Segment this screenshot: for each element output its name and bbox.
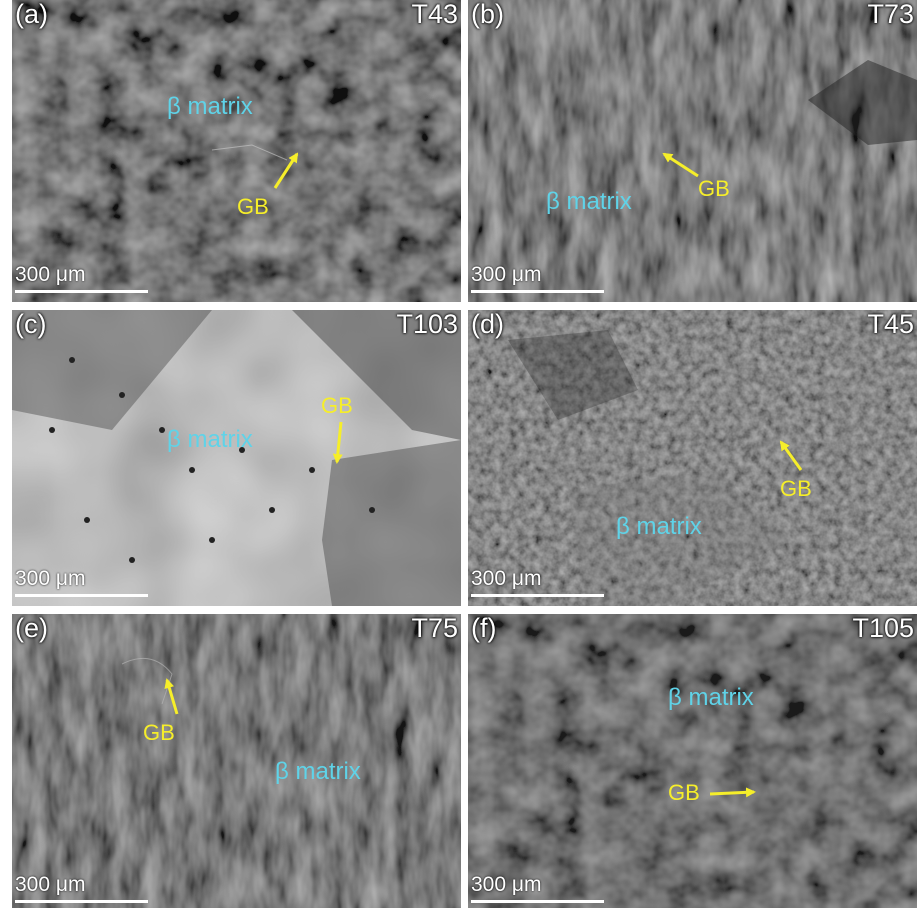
gb-label: GB: [143, 720, 175, 745]
scale-bar-text: 300 μm: [471, 263, 542, 286]
sample-label: T73: [867, 0, 914, 29]
scale-bar: [471, 900, 604, 903]
scale-bar-text: 300 μm: [15, 873, 86, 896]
beta-matrix-label: β matrix: [275, 758, 361, 785]
gb-arrow-icon: [332, 421, 343, 464]
micrograph-d: [468, 310, 917, 606]
micrograph-f: [468, 614, 917, 908]
micrograph-a: [12, 0, 461, 302]
panel-label: (b): [471, 0, 504, 29]
gb-arrow-icon: [164, 678, 179, 715]
scale-bar: [471, 290, 604, 293]
sample-label: T103: [396, 310, 458, 339]
panel-d: (d) T45 GB β matrix 300 μm: [468, 310, 917, 606]
panel-f: (f) T105 β matrix GB 300 μm: [468, 614, 917, 908]
scale-bar-text: 300 μm: [15, 567, 86, 590]
beta-matrix-label: β matrix: [546, 188, 632, 215]
gb-arrow-icon: [273, 152, 299, 189]
sample-label: T105: [852, 614, 914, 643]
gb-label: GB: [237, 194, 269, 219]
beta-matrix-label: β matrix: [616, 513, 702, 540]
scale-bar: [471, 594, 604, 597]
scale-bar: [15, 900, 148, 903]
gb-label: GB: [668, 780, 700, 805]
beta-matrix-label: β matrix: [668, 684, 754, 711]
panel-c: (c) T103 GB β matrix 300 μm: [12, 310, 461, 606]
panel-e: (e) T75 GB β matrix 300 μm: [12, 614, 461, 908]
panel-label: (d): [471, 310, 504, 339]
beta-matrix-label: β matrix: [167, 426, 253, 453]
panel-label: (a): [15, 0, 48, 29]
scale-bar: [15, 594, 148, 597]
sample-label: T45: [867, 310, 914, 339]
micrograph-e: [12, 614, 461, 908]
scale-bar: [15, 290, 148, 293]
micrograph-c: [12, 310, 461, 606]
gb-label: GB: [698, 176, 730, 201]
beta-matrix-label: β matrix: [167, 93, 253, 120]
micrograph-b: [468, 0, 917, 302]
panel-label: (c): [15, 310, 47, 339]
panel-label: (f): [471, 614, 497, 643]
sample-label: T43: [411, 0, 458, 29]
gb-arrow-icon: [779, 440, 803, 471]
gb-label: GB: [321, 393, 353, 418]
gb-arrow-icon: [709, 787, 756, 798]
scale-bar-text: 300 μm: [471, 567, 542, 590]
gb-label: GB: [780, 476, 812, 501]
scale-bar-text: 300 μm: [15, 263, 86, 286]
scale-bar-text: 300 μm: [471, 873, 542, 896]
panel-label: (e): [15, 614, 48, 643]
sample-label: T75: [411, 614, 458, 643]
gb-arrow-icon: [662, 152, 699, 178]
panel-b: (b) T73 GB β matrix 300 μm: [468, 0, 917, 302]
panel-a: (a) T43 β matrix GB 300 μm: [12, 0, 461, 302]
